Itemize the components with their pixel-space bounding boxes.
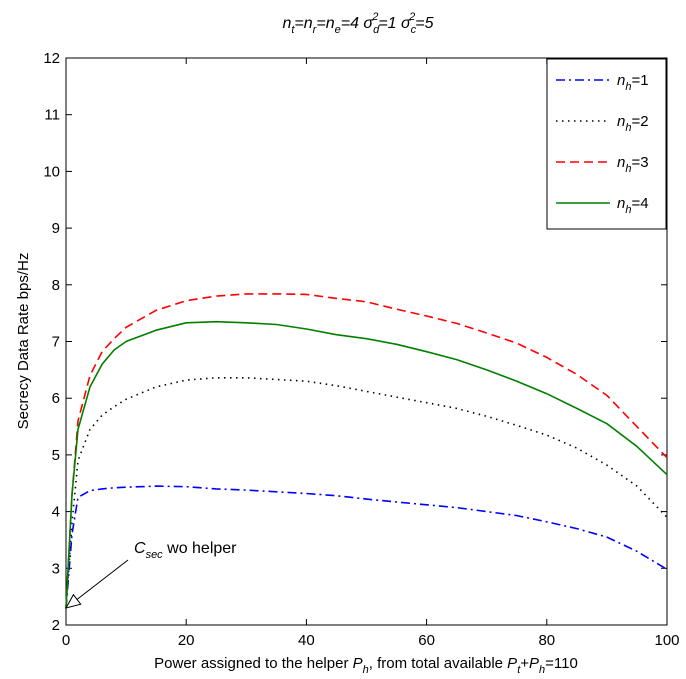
y-ticks: 2 3 4 5 6 7 8 9 10 11 12 bbox=[43, 50, 667, 634]
x-tick-label: 80 bbox=[538, 632, 555, 649]
legend-box bbox=[546, 58, 667, 230]
annotation-arrow-head bbox=[64, 593, 82, 609]
y-axis-label: Secrecy Data Rate bps/Hz bbox=[15, 253, 32, 430]
series-line bbox=[65, 485, 668, 609]
x-tick-label: 100 bbox=[654, 632, 679, 649]
y-tick-label: 9 bbox=[52, 220, 60, 237]
y-tick-label: 10 bbox=[43, 163, 60, 180]
legend-label: nh=2 bbox=[617, 113, 649, 134]
series-line bbox=[65, 320, 668, 609]
x-tick-label: 60 bbox=[418, 632, 435, 649]
annotation-label: Csec wo helper bbox=[134, 540, 237, 561]
y-tick-label: 3 bbox=[52, 560, 60, 577]
y-tick-label: 12 bbox=[43, 50, 60, 67]
y-tick-label: 7 bbox=[52, 334, 60, 351]
chart-title: nt=nr=ne=4 σd2=1 σc2=5 bbox=[282, 11, 433, 36]
x-tick-label: 0 bbox=[62, 632, 70, 649]
y-tick-label: 11 bbox=[44, 107, 60, 124]
x-tick-label: 20 bbox=[178, 632, 195, 649]
y-tick-label: 6 bbox=[52, 390, 60, 407]
annotation-arrow-line bbox=[76, 559, 129, 600]
x-ticks: 0 20 40 60 80 100 bbox=[62, 58, 680, 649]
y-tick-label: 5 bbox=[52, 447, 60, 464]
legend: nh=1 nh=2 nh=3 nh=4 bbox=[546, 58, 667, 230]
series-line bbox=[65, 293, 668, 609]
legend-label: nh=3 bbox=[617, 154, 649, 175]
annotation-csec: Csec wo helper bbox=[64, 540, 237, 609]
legend-label: nh=1 bbox=[617, 72, 649, 93]
y-tick-label: 2 bbox=[52, 617, 60, 634]
x-tick-label: 40 bbox=[298, 632, 315, 649]
legend-label: nh=4 bbox=[617, 195, 649, 216]
y-tick-label: 8 bbox=[52, 277, 60, 294]
x-axis-label: Power assigned to the helper Ph, from to… bbox=[154, 655, 578, 676]
y-tick-label: 4 bbox=[52, 504, 60, 521]
series-layer bbox=[65, 293, 668, 609]
